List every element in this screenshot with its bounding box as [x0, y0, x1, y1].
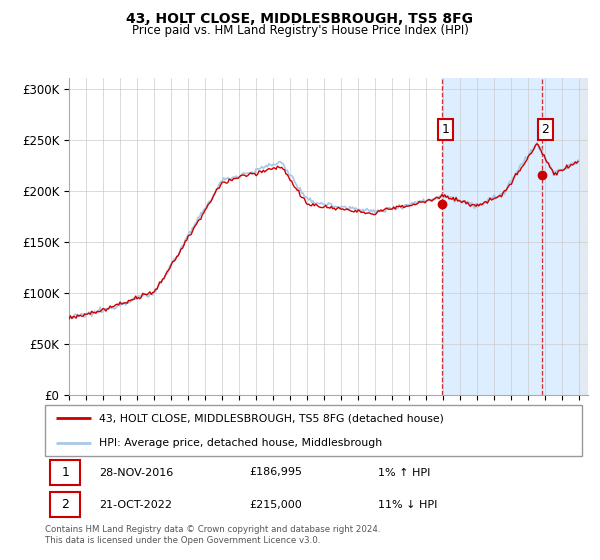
- Text: 28-NOV-2016: 28-NOV-2016: [98, 468, 173, 478]
- Text: 1% ↑ HPI: 1% ↑ HPI: [378, 468, 430, 478]
- Text: £186,995: £186,995: [249, 468, 302, 478]
- FancyBboxPatch shape: [50, 492, 80, 517]
- Text: 43, HOLT CLOSE, MIDDLESBROUGH, TS5 8FG (detached house): 43, HOLT CLOSE, MIDDLESBROUGH, TS5 8FG (…: [98, 413, 443, 423]
- Text: 1: 1: [61, 466, 69, 479]
- Text: 11% ↓ HPI: 11% ↓ HPI: [378, 500, 437, 510]
- Text: £215,000: £215,000: [249, 500, 302, 510]
- Text: Contains HM Land Registry data © Crown copyright and database right 2024.
This d: Contains HM Land Registry data © Crown c…: [45, 525, 380, 545]
- Text: 2: 2: [61, 498, 69, 511]
- Text: HPI: Average price, detached house, Middlesbrough: HPI: Average price, detached house, Midd…: [98, 438, 382, 448]
- Text: 43, HOLT CLOSE, MIDDLESBROUGH, TS5 8FG: 43, HOLT CLOSE, MIDDLESBROUGH, TS5 8FG: [127, 12, 473, 26]
- Text: 21-OCT-2022: 21-OCT-2022: [98, 500, 172, 510]
- Text: 1: 1: [442, 123, 449, 136]
- Bar: [580, 78, 588, 395]
- Bar: [542, 78, 588, 395]
- Bar: [442, 78, 588, 395]
- Text: 2: 2: [541, 123, 549, 136]
- FancyBboxPatch shape: [50, 460, 80, 485]
- Text: Price paid vs. HM Land Registry's House Price Index (HPI): Price paid vs. HM Land Registry's House …: [131, 24, 469, 37]
